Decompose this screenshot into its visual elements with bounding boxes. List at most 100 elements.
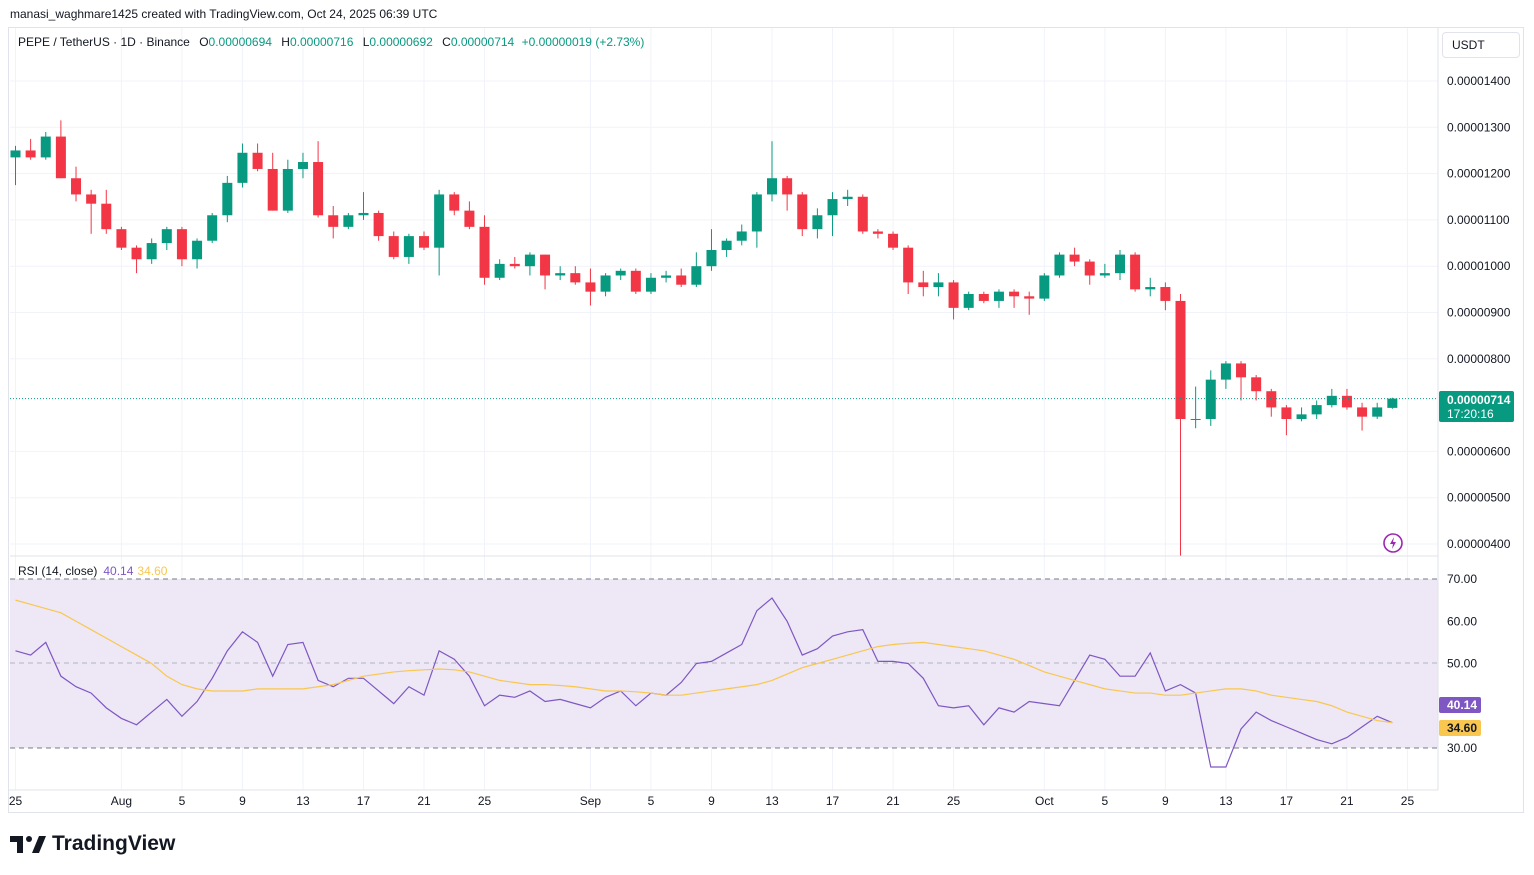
candle-body (479, 226, 490, 278)
candle (1024, 291, 1035, 315)
candle-body (40, 136, 51, 158)
candle-body (1084, 261, 1095, 276)
candle-body (176, 229, 187, 260)
candle-body (933, 282, 944, 288)
candles (10, 120, 1398, 556)
time-tick-label: 25 (9, 794, 23, 808)
symbol-title[interactable]: PEPE / TetherUS · 1D · Binance (18, 35, 190, 49)
candle (540, 254, 551, 290)
price-tick-label: 0.00000500 (1447, 491, 1511, 505)
candle (555, 266, 566, 281)
candle-body (1114, 254, 1125, 274)
candle-body (373, 212, 384, 237)
candle-body (449, 194, 460, 211)
candle (630, 268, 641, 294)
candle (1160, 282, 1171, 311)
candle (40, 131, 51, 160)
candle-body (297, 162, 308, 169)
candle (585, 268, 596, 306)
currency-button[interactable]: USDT (1442, 32, 1520, 58)
candle-body (343, 215, 354, 227)
candle (1145, 277, 1156, 297)
rsi-value-tag: 40.14 (1439, 697, 1481, 713)
candle-body (903, 247, 914, 283)
time-tick-label: 13 (1219, 794, 1233, 808)
candle (1130, 252, 1141, 292)
price-tick-label: 0.00001400 (1447, 74, 1511, 88)
rsi-ma-value-label: 34.60 (1447, 721, 1477, 735)
candle (827, 192, 838, 237)
candle-body (222, 182, 233, 216)
candle (1281, 405, 1292, 436)
close-value: 0.00000714 (450, 35, 515, 49)
candle-body (237, 152, 248, 183)
candle (1251, 375, 1262, 401)
candle (434, 189, 445, 276)
candle-body (1387, 398, 1398, 408)
candle (131, 245, 142, 274)
tradingview-logo[interactable]: TradingView (10, 832, 175, 856)
candle (1266, 388, 1277, 417)
candle (55, 120, 66, 179)
time-tick-label: 25 (478, 794, 492, 808)
open-value: 0.00000694 (208, 35, 272, 49)
time-tick-label: 17 (826, 794, 840, 808)
candle-body (419, 236, 430, 248)
rsi-title[interactable]: RSI (14, close) (18, 564, 98, 578)
candle (1220, 361, 1231, 389)
candle (313, 141, 324, 218)
candle-body (555, 273, 566, 276)
candle (661, 270, 672, 283)
candle (388, 231, 399, 260)
flash-icon[interactable] (1383, 533, 1403, 553)
rsi-legend-value: 40.14 (103, 564, 134, 578)
candle (933, 273, 944, 297)
candle (812, 208, 823, 239)
candle-body (661, 275, 672, 278)
candle (524, 252, 535, 276)
candle-body (494, 263, 505, 278)
candle (328, 206, 339, 239)
candle-body (797, 194, 808, 230)
candle (782, 175, 793, 211)
candle-body (1311, 405, 1322, 415)
price-tick-label: 0.00001000 (1447, 259, 1511, 273)
candle (1357, 402, 1368, 431)
candle-body (1160, 287, 1171, 301)
candle-body (615, 270, 626, 276)
candle (343, 212, 354, 230)
candle-body (1175, 300, 1186, 419)
candle-body (1024, 296, 1035, 299)
candle-body (540, 254, 551, 276)
candle (751, 192, 762, 248)
candle (86, 189, 97, 234)
change-value: +0.00000019 (+2.73%) (521, 35, 645, 49)
rsi-line (15, 597, 1393, 768)
time-tick-label: 17 (1280, 794, 1294, 808)
candle-body (1220, 363, 1231, 380)
price-tick-label: 0.00000800 (1447, 352, 1511, 366)
candle (615, 268, 626, 281)
candle-body (993, 291, 1004, 301)
candle-body (585, 282, 596, 292)
candle-body (630, 270, 641, 292)
candle-body (207, 215, 218, 241)
candle (403, 233, 414, 264)
candle (358, 192, 369, 220)
candle-body (1266, 391, 1277, 408)
time-tick-label: 21 (886, 794, 900, 808)
candle-body (842, 196, 853, 200)
candle-body (1372, 407, 1383, 417)
candle-body (600, 275, 611, 292)
candle (282, 159, 293, 213)
brand-name: TradingView (52, 832, 176, 855)
candle-body (1357, 407, 1368, 417)
candle-body (25, 150, 36, 158)
rsi-value-label: 40.14 (1447, 698, 1477, 712)
candle-body (645, 277, 656, 292)
low-label: L (362, 35, 370, 49)
candle-body (1039, 275, 1050, 299)
candle (116, 226, 127, 250)
time-tick-label: 9 (708, 794, 715, 808)
